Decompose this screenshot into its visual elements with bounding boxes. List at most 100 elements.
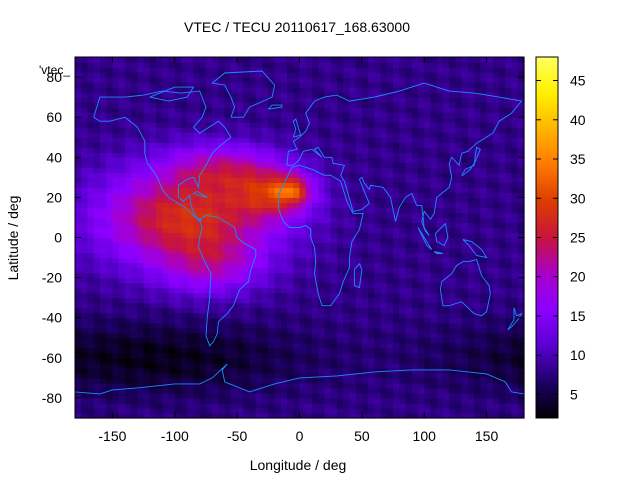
tec-cell: [99, 157, 107, 163]
tec-cell: [93, 357, 101, 364]
tec-cell: [262, 262, 269, 269]
tec-cell: [87, 207, 95, 214]
tec-cell: [156, 272, 163, 279]
tec-cell: [162, 312, 170, 319]
tec-cell: [174, 262, 182, 269]
tec-cell: [299, 347, 307, 354]
tec-cell: [386, 312, 394, 319]
tec-cell: [355, 242, 363, 249]
tec-cell: [81, 322, 89, 329]
tec-cell: [299, 302, 307, 309]
tec-cell: [193, 222, 201, 229]
tec-cell: [99, 187, 107, 193]
tec-cell: [137, 392, 145, 399]
tec-cell: [368, 122, 375, 128]
tec-cell: [449, 232, 457, 239]
tec-cell: [430, 127, 438, 133]
tec-cell: [355, 222, 363, 229]
tec-cell: [274, 372, 282, 379]
tec-cell: [99, 402, 107, 409]
tec-cell: [162, 212, 170, 219]
tec-cell: [218, 342, 226, 349]
tec-cell: [361, 407, 369, 414]
tec-cell: [486, 152, 494, 158]
tec-cell: [361, 202, 369, 209]
tec-cell: [411, 382, 419, 389]
tec-cell: [311, 92, 319, 98]
tec-cell: [131, 242, 138, 249]
tec-cell: [243, 397, 251, 404]
tec-cell: [224, 322, 232, 329]
tec-cell: [336, 247, 344, 254]
tec-cell: [411, 67, 419, 73]
tec-cell: [199, 362, 207, 369]
tec-cell: [436, 407, 444, 414]
tec-cell: [99, 322, 107, 329]
tec-cell: [505, 337, 513, 344]
tec-cell: [268, 72, 276, 78]
tec-cell: [199, 337, 207, 344]
tec-cell: [255, 62, 263, 68]
tec-cell: [311, 222, 319, 229]
tec-cell: [237, 232, 244, 239]
tec-cell: [386, 357, 394, 364]
tec-cell: [455, 177, 463, 183]
tec-cell: [249, 252, 257, 259]
tec-cell: [262, 122, 269, 128]
tec-cell: [174, 197, 182, 203]
tec-cell: [436, 377, 444, 384]
tec-cell: [174, 382, 182, 389]
tec-cell: [224, 152, 232, 158]
tec-cell: [305, 227, 313, 234]
tec-cell: [112, 127, 120, 133]
tec-cell: [393, 147, 400, 153]
tec-cell: [212, 212, 220, 219]
tec-cell: [237, 302, 244, 309]
tec-cell: [436, 67, 444, 73]
tec-cell: [268, 67, 276, 73]
tec-cell: [137, 257, 145, 264]
tec-cell: [336, 77, 344, 83]
tec-cell: [280, 107, 288, 113]
tec-cell: [324, 57, 332, 63]
tec-cell: [187, 92, 195, 98]
tec-cell: [492, 197, 500, 203]
tec-cell: [168, 327, 176, 334]
tec-cell: [287, 77, 294, 83]
tec-cell: [168, 292, 176, 299]
tec-cell: [299, 177, 307, 183]
tec-cell: [480, 352, 488, 359]
tec-cell: [118, 392, 126, 399]
tec-cell: [118, 162, 126, 168]
tec-cell: [255, 277, 263, 284]
tec-cell: [355, 232, 363, 239]
tec-cell: [336, 177, 344, 183]
tec-cell: [205, 327, 213, 334]
tec-cell: [174, 177, 182, 183]
tec-cell: [393, 327, 400, 334]
tec-cell: [380, 377, 388, 384]
tec-cell: [424, 237, 432, 244]
tec-cell: [143, 382, 151, 389]
tec-cell: [505, 332, 513, 339]
tec-cell: [193, 62, 201, 68]
tec-cell: [131, 357, 138, 364]
tec-cell: [368, 387, 375, 394]
tec-cell: [380, 312, 388, 319]
tec-cell: [411, 322, 419, 329]
tec-cell: [380, 387, 388, 394]
tec-cell: [106, 367, 114, 374]
tec-cell: [156, 187, 163, 193]
tec-cell: [455, 82, 463, 88]
tec-cell: [393, 217, 400, 224]
tec-cell: [174, 372, 182, 379]
tec-cell: [274, 282, 282, 289]
tec-cell: [411, 362, 419, 369]
tec-cell: [224, 72, 232, 78]
tec-cell: [162, 242, 170, 249]
tec-cell: [280, 247, 288, 254]
tec-cell: [237, 222, 244, 229]
tec-cell: [187, 247, 195, 254]
tec-cell: [187, 127, 195, 133]
tec-cell: [193, 187, 201, 193]
